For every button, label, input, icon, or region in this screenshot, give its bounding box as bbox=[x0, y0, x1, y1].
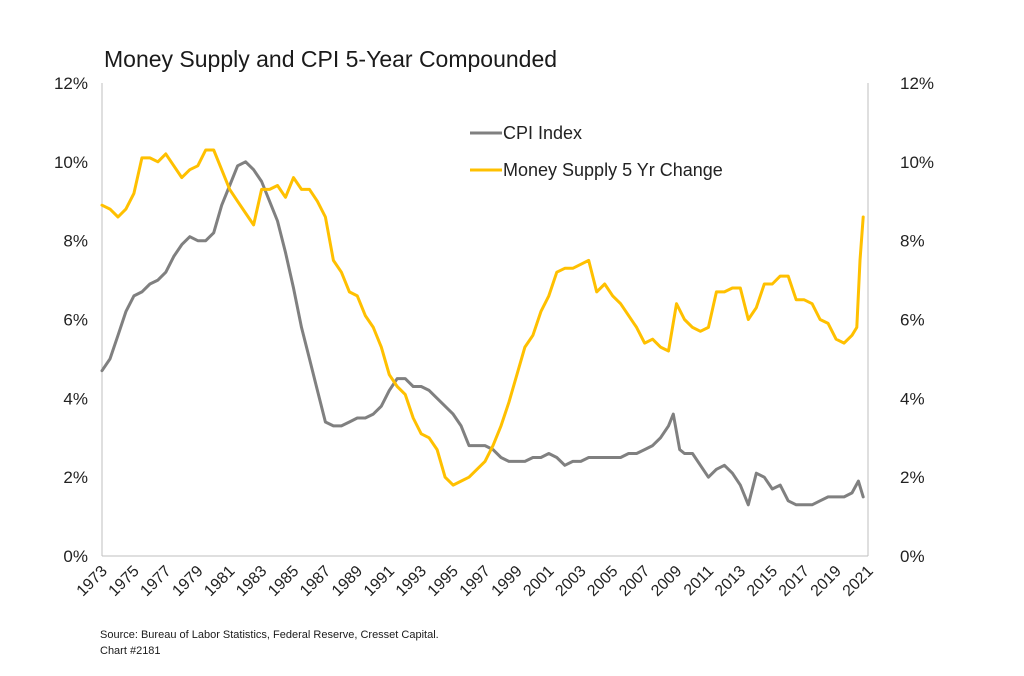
x-tick-label: 2017 bbox=[776, 563, 813, 600]
x-tick-label: 1993 bbox=[393, 563, 430, 600]
source-note: Source: Bureau of Labor Statistics, Fede… bbox=[100, 627, 439, 659]
x-tick-label: 2005 bbox=[584, 563, 621, 600]
x-tick-label: 1995 bbox=[425, 563, 462, 600]
y-tick-label-left: 8% bbox=[63, 232, 88, 251]
y-tick-label-right: 4% bbox=[900, 389, 925, 408]
x-tick-label: 1999 bbox=[489, 563, 526, 600]
x-tick-label: 1997 bbox=[457, 563, 494, 600]
y-tick-label-left: 12% bbox=[54, 74, 88, 93]
x-tick-label: 1985 bbox=[265, 563, 302, 600]
x-tick-label: 2011 bbox=[681, 563, 717, 599]
x-tick-label: 1973 bbox=[74, 563, 111, 600]
x-tick-label: 1991 bbox=[361, 563, 398, 600]
y-tick-label-left: 6% bbox=[63, 311, 88, 330]
x-tick-label: 2019 bbox=[808, 563, 845, 600]
legend-label: CPI Index bbox=[503, 123, 582, 143]
x-tick-label: 2015 bbox=[744, 563, 781, 600]
x-tick-label: 1977 bbox=[137, 563, 174, 600]
chart-number: Chart #2181 bbox=[100, 645, 161, 657]
chart-title: Money Supply and CPI 5-Year Compounded bbox=[104, 46, 558, 72]
series-line-money-supply bbox=[100, 148, 865, 487]
x-tick-label: 2009 bbox=[648, 563, 685, 600]
x-tick-label: 1987 bbox=[297, 563, 334, 600]
y-tick-label-right: 2% bbox=[900, 468, 925, 487]
x-tick-label: 1979 bbox=[169, 563, 206, 600]
x-tick-label: 2013 bbox=[712, 563, 749, 600]
y-tick-label-left: 0% bbox=[63, 547, 88, 566]
y-tick-label-left: 2% bbox=[63, 468, 88, 487]
x-tick-label: 1983 bbox=[233, 563, 270, 600]
x-tick-label: 1975 bbox=[106, 563, 143, 600]
source-text: Source: Bureau of Labor Statistics, Fede… bbox=[100, 629, 439, 641]
x-tick-label: 2021 bbox=[840, 563, 877, 600]
y-tick-label-right: 6% bbox=[900, 311, 925, 330]
y-tick-label-right: 8% bbox=[900, 232, 925, 251]
x-tick-label: 2007 bbox=[616, 563, 653, 600]
y-tick-label-right: 0% bbox=[900, 547, 925, 566]
y-tick-label-left: 4% bbox=[63, 389, 88, 408]
series-line-cpi bbox=[100, 160, 865, 507]
x-tick-label: 2003 bbox=[552, 563, 589, 600]
x-tick-label: 1989 bbox=[329, 563, 366, 600]
legend-label: Money Supply 5 Yr Change bbox=[503, 160, 723, 180]
y-tick-label-right: 12% bbox=[900, 74, 934, 93]
x-tick-label: 1981 bbox=[201, 563, 238, 600]
y-tick-label-left: 10% bbox=[54, 153, 88, 172]
y-tick-label-right: 10% bbox=[900, 153, 934, 172]
x-tick-label: 2001 bbox=[520, 563, 557, 600]
